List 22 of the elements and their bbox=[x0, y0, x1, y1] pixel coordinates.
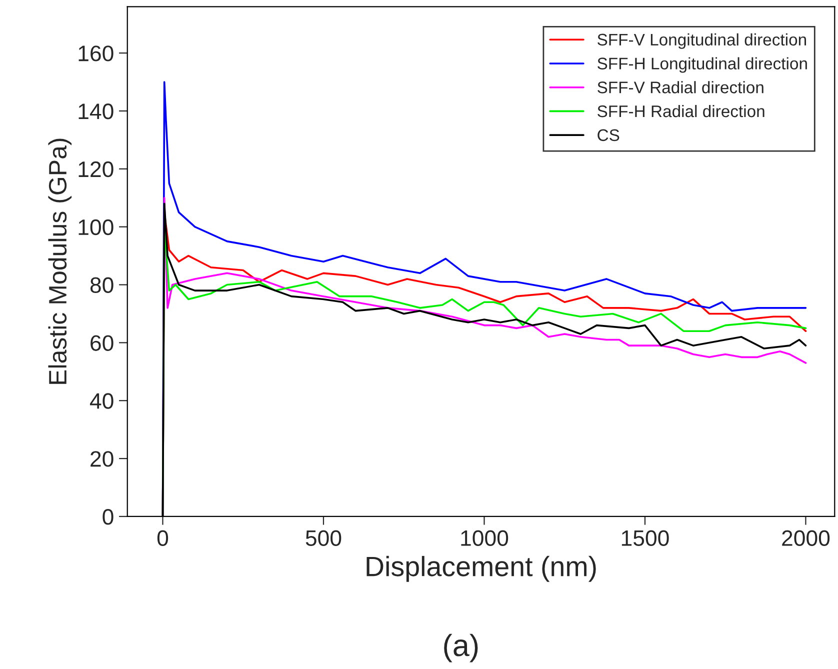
legend-label: SFF-H Longitudinal direction bbox=[598, 57, 807, 73]
y-tick-label: 140 bbox=[78, 103, 114, 120]
y-tick-label: 80 bbox=[90, 277, 114, 294]
y-tick-label: 120 bbox=[78, 161, 114, 178]
x-axis-title: Displacement (nm) bbox=[366, 556, 596, 582]
y-tick-label: 100 bbox=[78, 219, 114, 236]
y-axis-title: Elastic Modulus (GPa) bbox=[48, 138, 72, 384]
x-tick-label: 500 bbox=[306, 530, 342, 546]
x-tick-label: 0 bbox=[157, 530, 168, 546]
legend-label: SFF-H Radial direction bbox=[598, 104, 764, 118]
text: (a) bbox=[444, 634, 478, 662]
legend-label: SFF-V Radial direction bbox=[598, 81, 764, 94]
y-tick-label: 0 bbox=[102, 509, 114, 525]
x-tick-label: 2000 bbox=[782, 530, 830, 546]
legend-label: SFF-V Longitudinal direction bbox=[598, 33, 806, 49]
legend-label: CS bbox=[598, 129, 620, 142]
y-tick-label: 40 bbox=[90, 393, 114, 409]
x-tick-label: 1000 bbox=[461, 530, 508, 546]
y-tick-label: 60 bbox=[90, 335, 114, 351]
y-tick-label: 20 bbox=[90, 451, 114, 467]
x-tick-label: 1500 bbox=[622, 530, 669, 546]
y-tick-label: 160 bbox=[78, 46, 114, 62]
